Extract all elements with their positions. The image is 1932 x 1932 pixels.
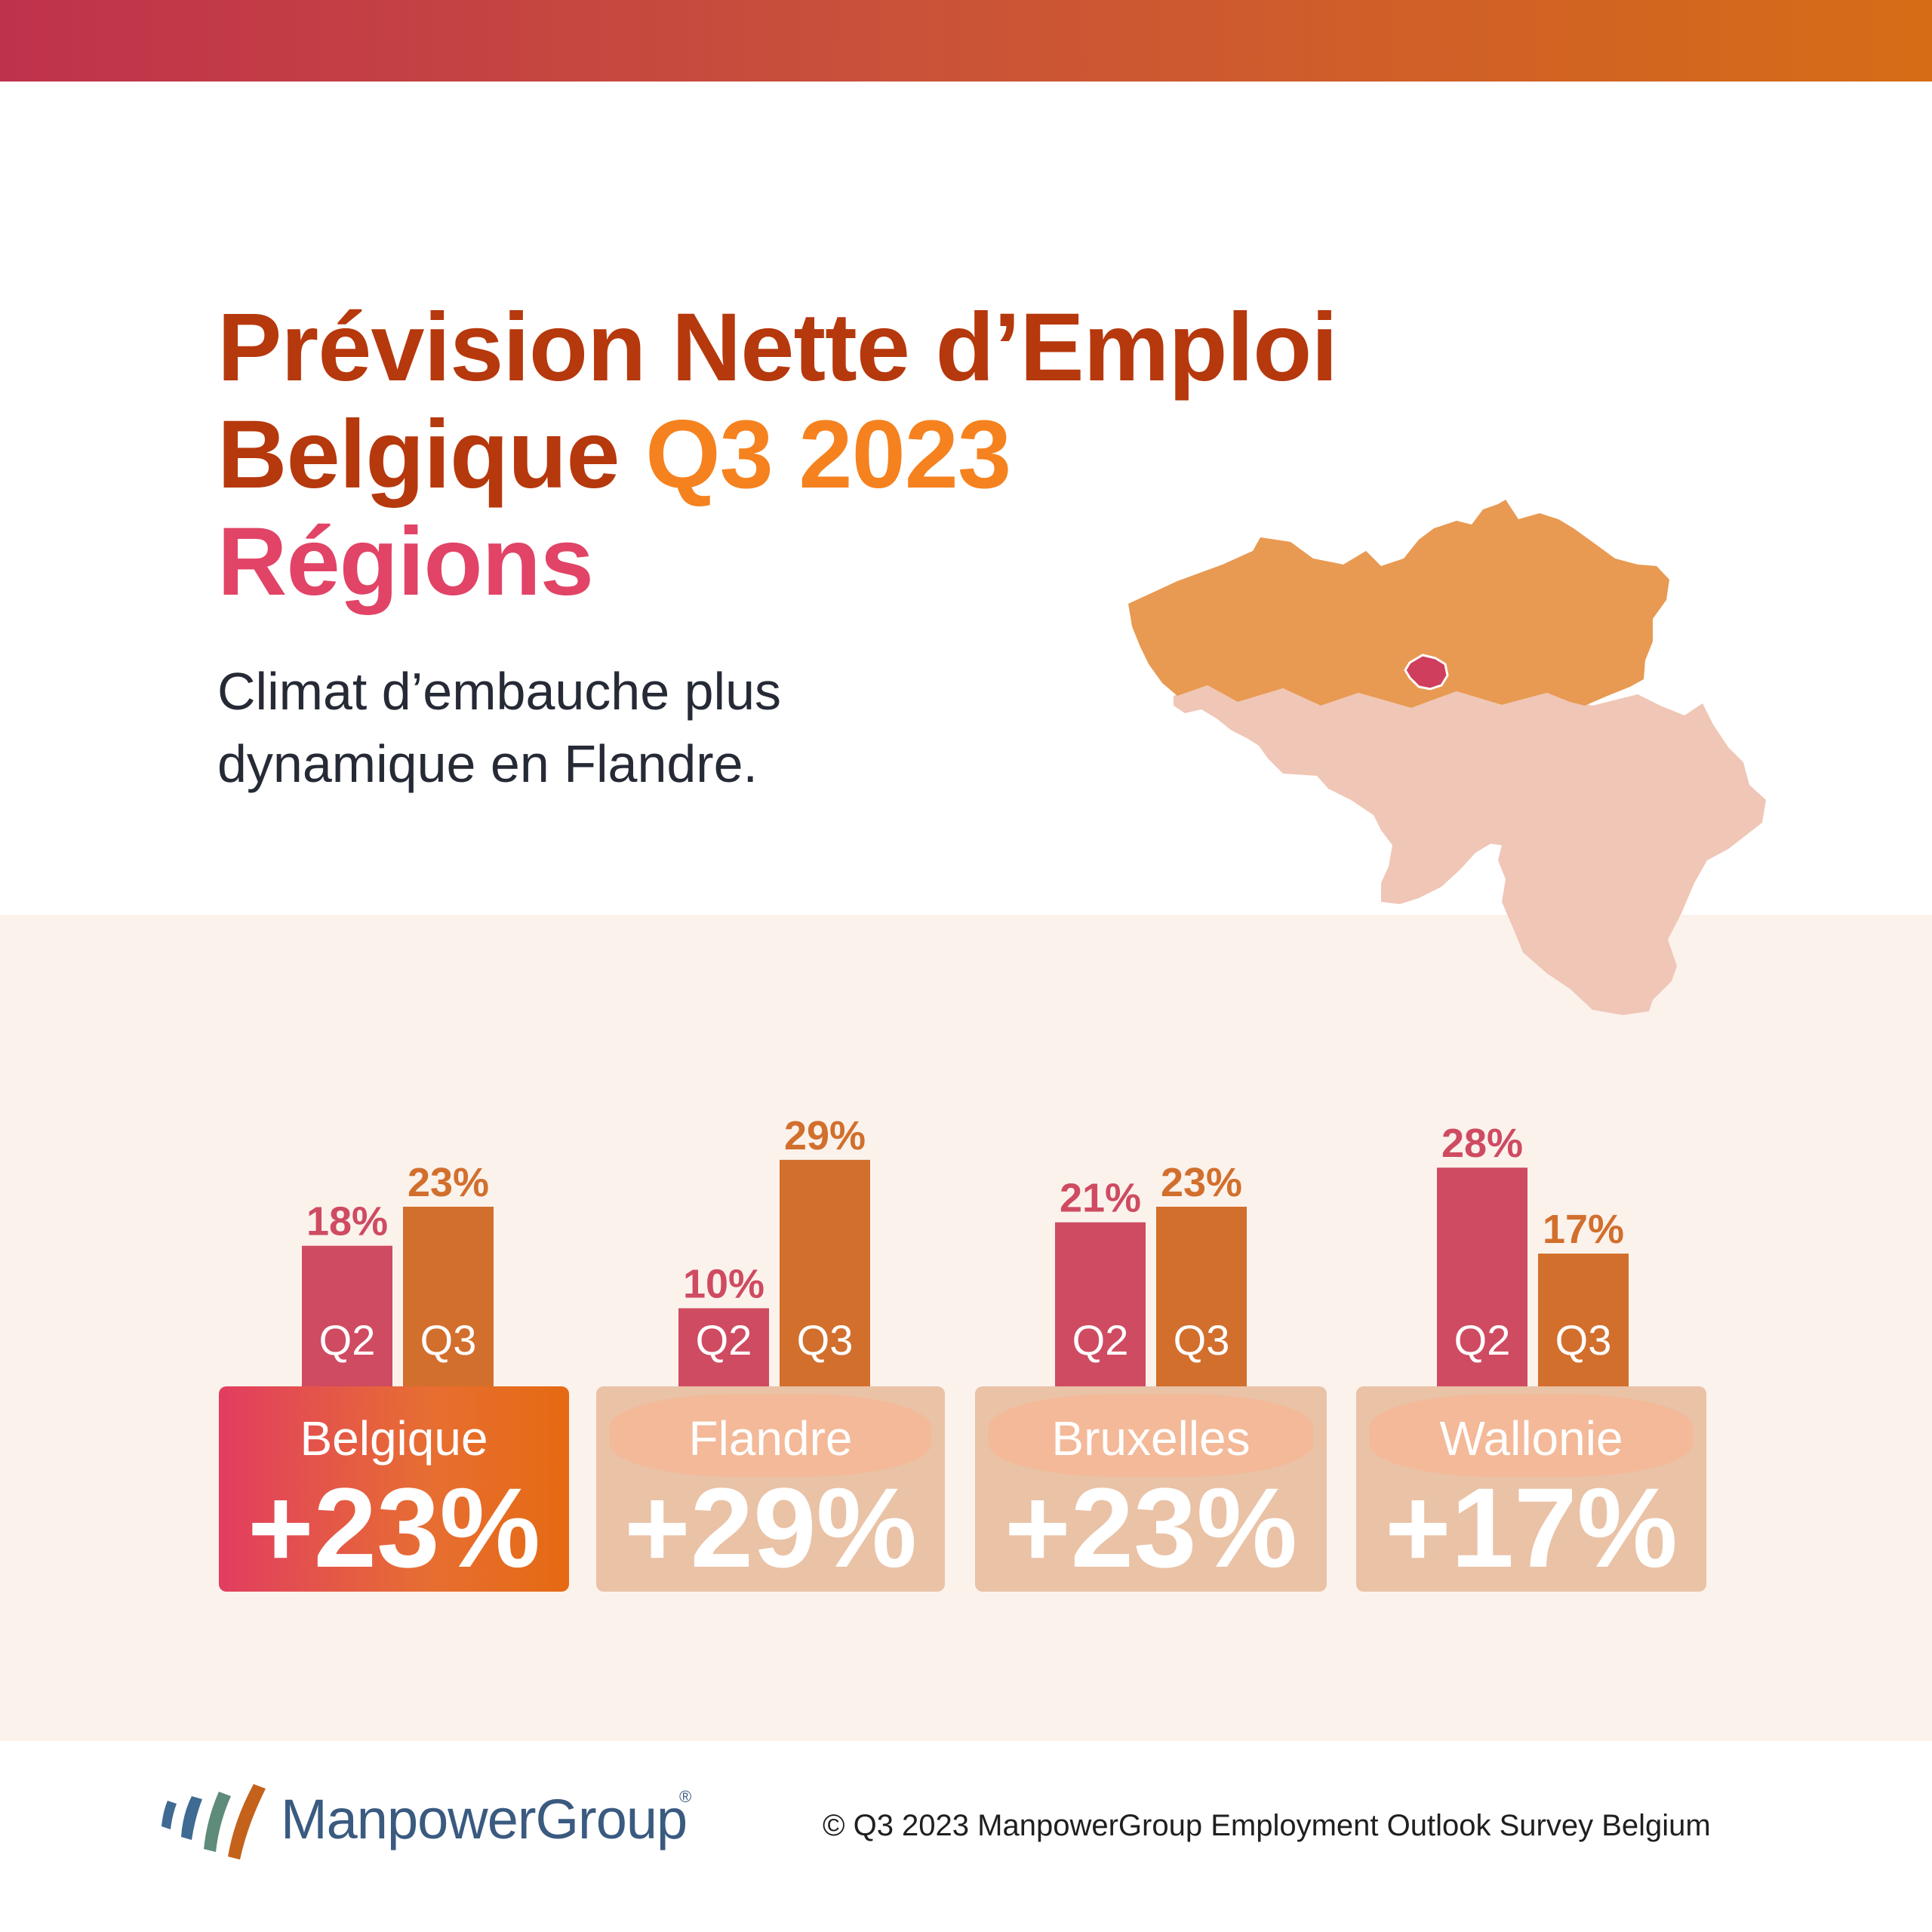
title-country: Belgique [217, 401, 620, 509]
bar-value-label: 10% [683, 1262, 764, 1307]
bar-series-label: Q3 [420, 1316, 477, 1364]
card-name: Belgique [300, 1411, 488, 1466]
page-title: Prévision Nette d’Emploi Belgique Q3 202… [217, 294, 1338, 616]
card-value: +29% [624, 1464, 917, 1591]
bar-flandre-q3 [780, 1159, 870, 1386]
bar-bruxelles-q3 [1156, 1206, 1247, 1386]
subtitle: Climat d’embauche plus dynamique en Flan… [217, 662, 782, 793]
bar-bruxelles-q2 [1055, 1222, 1146, 1386]
card-value: +17% [1385, 1464, 1678, 1591]
card-name: Bruxelles [1051, 1411, 1251, 1466]
card-value: +23% [1004, 1464, 1297, 1591]
bar-value-label: 17% [1543, 1207, 1624, 1252]
bar-series-label: Q3 [1555, 1316, 1612, 1364]
card-name-highlight [989, 1394, 1313, 1477]
logo-text: ManpowerGroup [281, 1788, 688, 1850]
bar-value-label: 29% [784, 1113, 866, 1158]
logo-registered-mark: ® [679, 1787, 692, 1806]
bars-layer: 18% Q2 10% Q2 21% Q2 28% Q2 23% Q3 29% Q3 23% Q3 17% Q3 [302, 1113, 1629, 1386]
title-line-3: Régions [217, 508, 594, 616]
bar-value-label: 23% [408, 1160, 489, 1205]
bar-value-label: 23% [1161, 1160, 1242, 1205]
bar-wallonie-q2 [1437, 1168, 1527, 1386]
manpowergroup-logo-icon [162, 1784, 266, 1860]
bar-belgique-q2 [302, 1245, 392, 1386]
bar-flandre-q2 [678, 1308, 769, 1386]
title-line-1: Prévision Nette d’Emploi [217, 294, 1338, 401]
bar-series-label: Q2 [1072, 1316, 1129, 1364]
title-line-2: Belgique Q3 2023 [217, 401, 1337, 509]
card-value: +23% [248, 1464, 540, 1591]
bar-series-label: Q3 [1174, 1316, 1230, 1364]
top-gradient-bar [0, 0, 1932, 82]
bar-value-label: 21% [1060, 1176, 1141, 1221]
bar-series-label: Q2 [696, 1316, 752, 1364]
bar-value-label: 18% [306, 1199, 388, 1244]
card-belgique: Belgique +23% [219, 1386, 569, 1592]
card-name-highlight [1370, 1394, 1693, 1477]
card-name-highlight [610, 1394, 931, 1477]
bar-belgique-q3 [403, 1206, 494, 1386]
title-quarter: Q3 2023 [645, 401, 1011, 509]
card-name: Flandre [688, 1411, 853, 1466]
bar-value-label: 28% [1441, 1121, 1523, 1166]
card-wallonie: Wallonie +17% [1356, 1386, 1706, 1592]
card-flandre: Flandre +29% [596, 1386, 945, 1592]
copyright-text: © Q3 2023 ManpowerGroup Employment Outlo… [823, 1809, 1711, 1842]
card-bruxelles: Bruxelles +23% [975, 1386, 1327, 1592]
bar-series-label: Q2 [319, 1316, 376, 1364]
bar-series-label: Q2 [1454, 1316, 1511, 1364]
bar-wallonie-q3 [1538, 1254, 1629, 1386]
card-name: Wallonie [1439, 1411, 1623, 1466]
bar-series-label: Q3 [797, 1316, 854, 1364]
